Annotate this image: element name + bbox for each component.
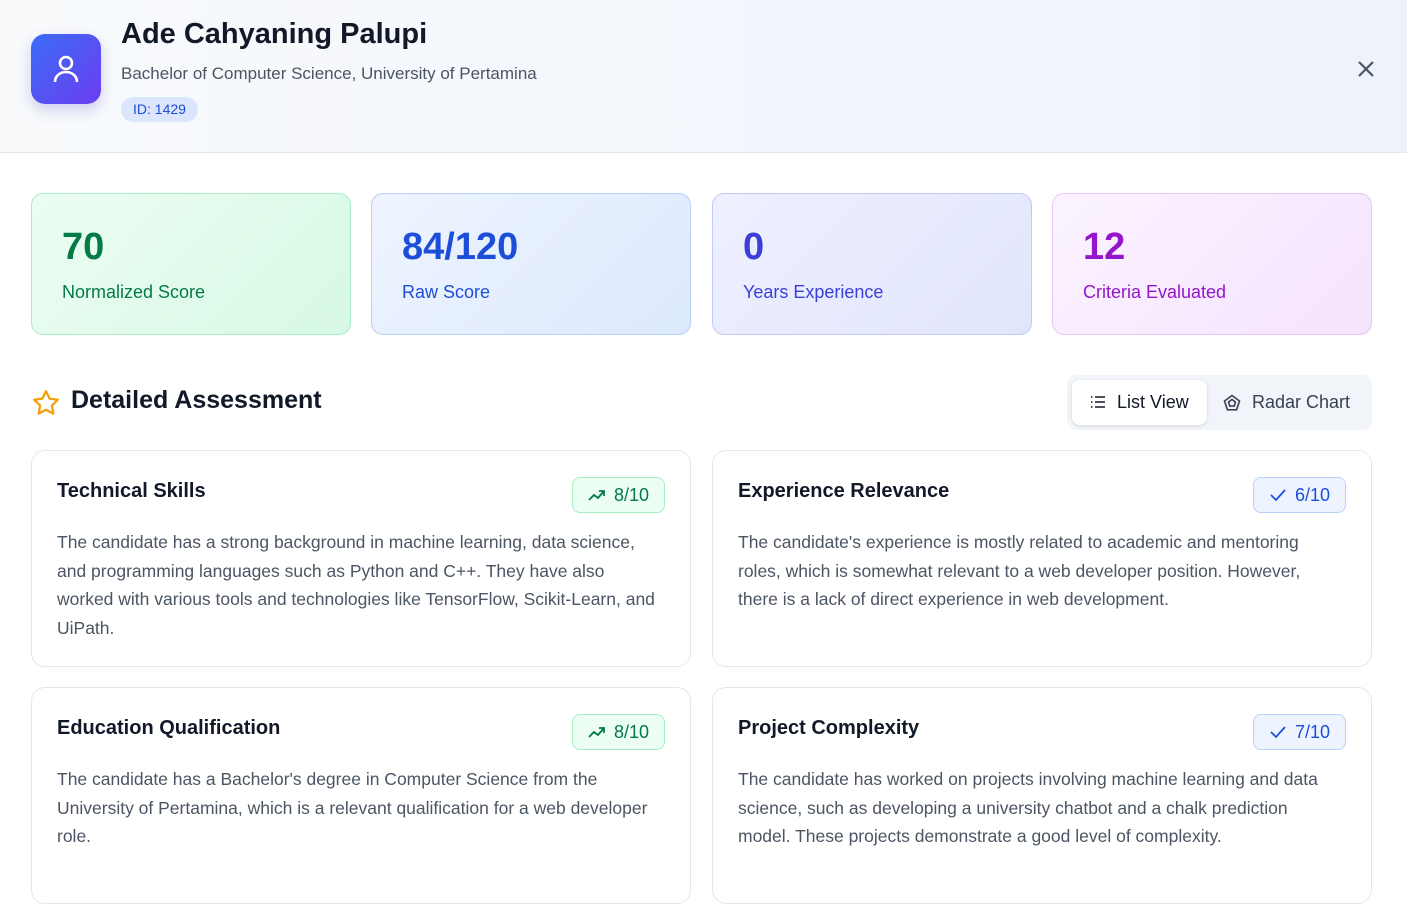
- criterion-title: Experience Relevance: [738, 480, 950, 502]
- criterion-title: Project Complexity: [738, 717, 920, 739]
- stat-value: 0: [743, 226, 765, 268]
- stat-value: 12: [1083, 226, 1126, 268]
- toggle-label: List View: [1117, 392, 1189, 412]
- header: Ade Cahyaning Palupi Bachelor of Compute…: [0, 0, 1407, 153]
- stat-label: Years Experience: [743, 282, 884, 302]
- stat-card: 0 Years Experience: [712, 193, 1032, 335]
- score-badge: 7/10: [1252, 714, 1346, 750]
- candidate-subtitle: Bachelor of Computer Science, University…: [121, 64, 537, 83]
- criterion-text: The candidate has worked on projects inv…: [738, 769, 1318, 846]
- score: 7/10: [1294, 722, 1330, 742]
- criterion-card: Project Complexity 7/10 The candidate ha…: [712, 687, 1372, 904]
- score-badge: 8/10: [571, 477, 665, 513]
- score-badge: 6/10: [1252, 477, 1346, 513]
- score: 8/10: [613, 485, 649, 505]
- avatar: [31, 34, 101, 104]
- stat-card: 12 Criteria Evaluated: [1052, 193, 1372, 335]
- score: 8/10: [613, 722, 649, 742]
- criterion-card: Technical Skills 8/10 The candidate has …: [31, 450, 691, 667]
- score-badge: 8/10: [571, 714, 665, 750]
- criterion-text: The candidate has a strong background in…: [57, 532, 655, 638]
- star-icon: [33, 390, 59, 415]
- score: 6/10: [1294, 485, 1330, 505]
- stat-label: Normalized Score: [62, 282, 206, 302]
- section-title: Detailed Assessment: [71, 386, 322, 414]
- id-badge: ID: 1429: [121, 97, 198, 122]
- stat-label: Raw Score: [402, 282, 491, 302]
- stat-card: 70 Normalized Score: [31, 193, 351, 335]
- criterion-card: Education Qualification 8/10 The candida…: [31, 687, 691, 904]
- stat-card: 84/120 Raw Score: [371, 193, 691, 335]
- criterion-text: The candidate's experience is mostly rel…: [738, 532, 1301, 609]
- candidate-name: Ade Cahyaning Palupi: [121, 18, 428, 50]
- view-toggle: List View Radar Chart: [1067, 375, 1372, 430]
- close-button[interactable]: [1354, 57, 1378, 81]
- radar-chart-button[interactable]: Radar Chart: [1215, 380, 1365, 425]
- criterion-text: The candidate has a Bachelor's degree in…: [57, 769, 648, 846]
- list-view-button[interactable]: List View: [1072, 380, 1207, 425]
- stat-value: 84/120: [402, 226, 519, 268]
- criterion-title: Education Qualification: [57, 717, 281, 739]
- stat-value: 70: [62, 226, 105, 268]
- toggle-label: Radar Chart: [1252, 392, 1351, 412]
- criterion-card: Experience Relevance 6/10 The candidate'…: [712, 450, 1372, 667]
- stat-label: Criteria Evaluated: [1083, 282, 1227, 302]
- criterion-title: Technical Skills: [57, 480, 206, 502]
